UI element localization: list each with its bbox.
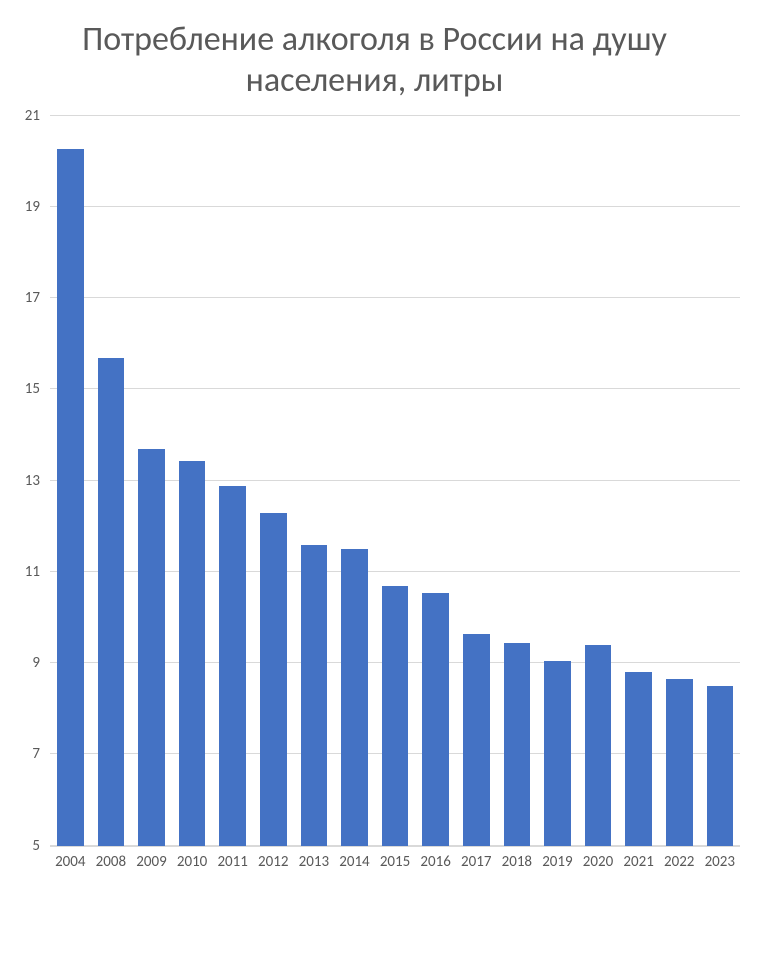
y-tick-label: 21 <box>25 107 40 125</box>
bar <box>179 461 206 846</box>
x-tick-label: 2017 <box>456 853 497 871</box>
x-tick-label: 2014 <box>334 853 375 871</box>
bar <box>341 549 368 845</box>
bar <box>422 593 449 846</box>
bars-group <box>50 117 740 846</box>
bar <box>219 486 246 846</box>
plot-area: 579111315171921 <box>50 117 740 847</box>
x-tick-label: 2023 <box>700 853 741 871</box>
y-tick-label: 11 <box>25 563 40 581</box>
bar <box>707 686 734 845</box>
bar <box>382 586 409 846</box>
bar <box>260 513 287 846</box>
bar <box>463 634 490 846</box>
x-tick-label: 2022 <box>659 853 700 871</box>
bar <box>544 661 571 846</box>
x-tick-label: 2020 <box>578 853 619 871</box>
x-tick-label: 2012 <box>253 853 294 871</box>
y-tick-label: 15 <box>25 380 40 398</box>
y-tick-label: 9 <box>32 654 40 672</box>
x-tick-label: 2004 <box>50 853 91 871</box>
x-tick-label: 2016 <box>415 853 456 871</box>
x-tick-label: 2010 <box>172 853 213 871</box>
x-tick-label: 2019 <box>537 853 578 871</box>
bar <box>504 643 531 846</box>
y-tick-label: 19 <box>25 198 40 216</box>
bar <box>625 672 652 845</box>
y-axis: 579111315171921 <box>10 117 45 846</box>
bar <box>138 449 165 845</box>
gridline <box>50 115 740 116</box>
x-tick-label: 2021 <box>618 853 659 871</box>
x-tick-label: 2018 <box>497 853 538 871</box>
x-tick-label: 2013 <box>294 853 335 871</box>
bar <box>666 679 693 845</box>
x-axis: 2004200820092010201120122013201420152016… <box>50 853 740 871</box>
y-tick-label: 5 <box>32 837 40 855</box>
x-tick-label: 2015 <box>375 853 416 871</box>
y-tick-label: 13 <box>25 472 40 490</box>
bar <box>57 149 84 846</box>
chart-container: Потребление алкоголя в России на душу на… <box>0 0 769 976</box>
bar <box>98 358 125 846</box>
y-tick-label: 7 <box>32 745 40 763</box>
y-tick-label: 17 <box>25 289 40 307</box>
x-tick-label: 2011 <box>212 853 253 871</box>
chart-title: Потребление алкоголя в России на душу на… <box>10 20 739 102</box>
x-tick-label: 2009 <box>131 853 172 871</box>
bar <box>585 645 612 845</box>
x-tick-label: 2008 <box>91 853 132 871</box>
bar <box>301 545 328 846</box>
